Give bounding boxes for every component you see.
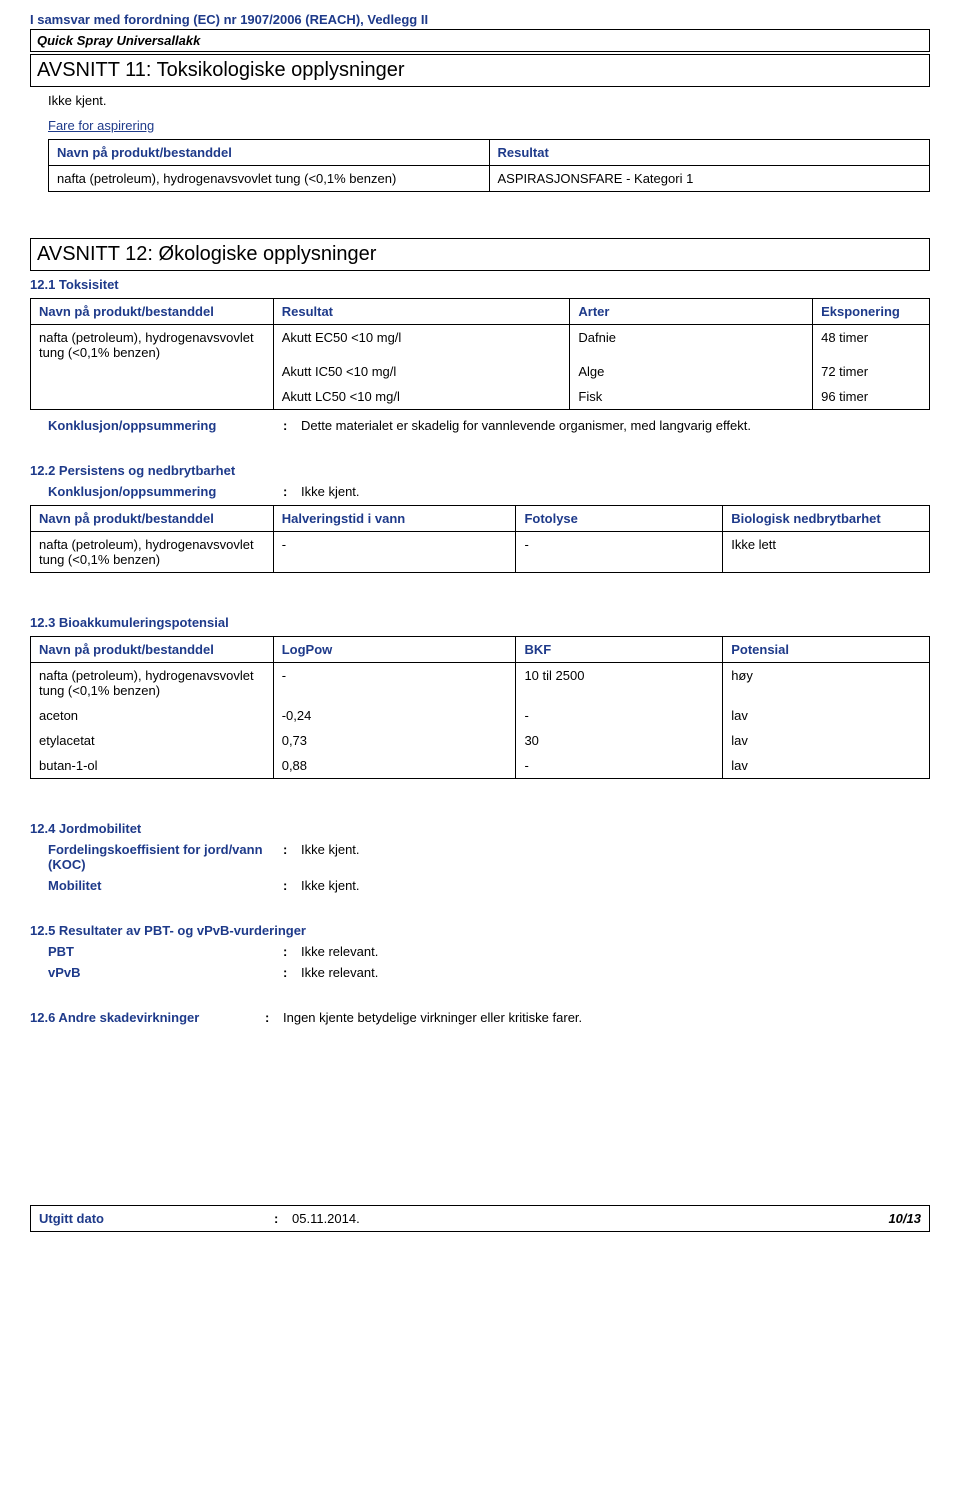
table-header: Arter [570,299,813,325]
separator: : [283,878,301,893]
table-header: Resultat [489,140,930,166]
conclusion-value: Dette materialet er skadelig for vannlev… [301,418,930,433]
table-cell: Alge [570,359,813,384]
koef-value: Ikke kjent. [301,842,930,857]
table-cell: 72 timer [813,359,930,384]
table-header: Fotolyse [516,506,723,532]
table-header: Biologisk nedbrytbarhet [723,506,930,532]
table-cell: nafta (petroleum), hydrogenavsvovlet tun… [31,532,274,573]
table-cell: 30 [516,728,723,753]
sub12-4-heading: 12.4 Jordmobilitet [30,821,930,836]
mobilitet-value: Ikke kjent. [301,878,930,893]
table-cell: 0,88 [273,753,516,779]
conclusion-value: Ikke kjent. [301,484,930,499]
table-header: Navn på produkt/bestanddel [31,299,274,325]
persistence-table: Navn på produkt/bestanddel Halveringstid… [30,505,930,573]
table-cell: 0,73 [273,728,516,753]
table-cell: -0,24 [273,703,516,728]
toxicity-table: Navn på produkt/bestanddel Resultat Arte… [30,298,930,410]
separator: : [265,1010,283,1025]
table-header: Eksponering [813,299,930,325]
ikke-kjent-text: Ikke kjent. [48,93,930,108]
table-header: LogPow [273,637,516,663]
conclusion-label: Konklusjon/oppsummering [48,418,283,433]
vpvb-value: Ikke relevant. [301,965,930,980]
pbt-label: PBT [48,944,283,959]
table-cell: 96 timer [813,384,930,410]
product-name-box: Quick Spray Universallakk [30,29,930,52]
separator: : [283,842,301,857]
table-cell: - [273,532,516,573]
sub12-5-heading: 12.5 Resultater av PBT- og vPvB-vurderin… [30,923,930,938]
table-header: Potensial [723,637,930,663]
table-cell: nafta (petroleum), hydrogenavsvovlet tun… [31,325,274,410]
separator: : [283,944,301,959]
section-11-title: AVSNITT 11: Toksikologiske opplysninger [30,54,930,87]
bioaccumulation-table: Navn på produkt/bestanddel LogPow BKF Po… [30,636,930,779]
conclusion-label: Konklusjon/oppsummering [48,484,283,499]
page-footer: Utgitt dato : 05.11.2014. 10/13 [30,1205,930,1232]
pbt-value: Ikke relevant. [301,944,930,959]
table-cell: Dafnie [570,325,813,360]
aspiration-table: Navn på produkt/bestanddel Resultat naft… [48,139,930,192]
table-cell: - [516,532,723,573]
sub12-6-label: 12.6 Andre skadevirkninger [30,1010,265,1025]
table-cell: - [273,663,516,704]
table-cell: 10 til 2500 [516,663,723,704]
vpvb-label: vPvB [48,965,283,980]
page-number: 10/13 [888,1211,921,1226]
table-cell: Akutt LC50 <10 mg/l [273,384,570,410]
sub12-2-heading: 12.2 Persistens og nedbrytbarhet [30,463,930,478]
table-cell: Akutt IC50 <10 mg/l [273,359,570,384]
table-cell: etylacetat [31,728,274,753]
separator: : [283,418,301,433]
table-header: BKF [516,637,723,663]
table-cell: Akutt EC50 <10 mg/l [273,325,570,360]
sub12-3-heading: 12.3 Bioakkumuleringspotensial [30,615,930,630]
table-cell: nafta (petroleum), hydrogenavsvovlet tun… [49,166,490,192]
table-cell: lav [723,728,930,753]
table-header: Navn på produkt/bestanddel [49,140,490,166]
table-header: Navn på produkt/bestanddel [31,637,274,663]
table-cell: høy [723,663,930,704]
table-cell: nafta (petroleum), hydrogenavsvovlet tun… [31,663,274,704]
table-cell: lav [723,753,930,779]
sub12-1-heading: 12.1 Toksisitet [30,277,930,292]
table-cell: lav [723,703,930,728]
fare-aspirering-link: Fare for aspirering [48,118,930,133]
table-cell: butan-1-ol [31,753,274,779]
table-cell: 48 timer [813,325,930,360]
table-cell: - [516,753,723,779]
table-cell: aceton [31,703,274,728]
regulation-header: I samsvar med forordning (EC) nr 1907/20… [30,12,930,27]
table-cell: Fisk [570,384,813,410]
sub12-6-value: Ingen kjente betydelige virkninger eller… [283,1010,930,1025]
separator: : [283,965,301,980]
table-header: Resultat [273,299,570,325]
table-cell: Ikke lett [723,532,930,573]
table-cell: - [516,703,723,728]
koef-label: Fordelingskoeffisient for jord/vann (KOC… [48,842,283,872]
table-header: Halveringstid i vann [273,506,516,532]
separator: : [283,484,301,499]
footer-date-value: 05.11.2014. [292,1211,360,1226]
table-header: Navn på produkt/bestanddel [31,506,274,532]
mobilitet-label: Mobilitet [48,878,283,893]
footer-date-label: Utgitt dato [39,1211,274,1226]
table-cell: ASPIRASJONSFARE - Kategori 1 [489,166,930,192]
section-12-title: AVSNITT 12: Økologiske opplysninger [30,238,930,271]
separator: : [274,1211,292,1226]
